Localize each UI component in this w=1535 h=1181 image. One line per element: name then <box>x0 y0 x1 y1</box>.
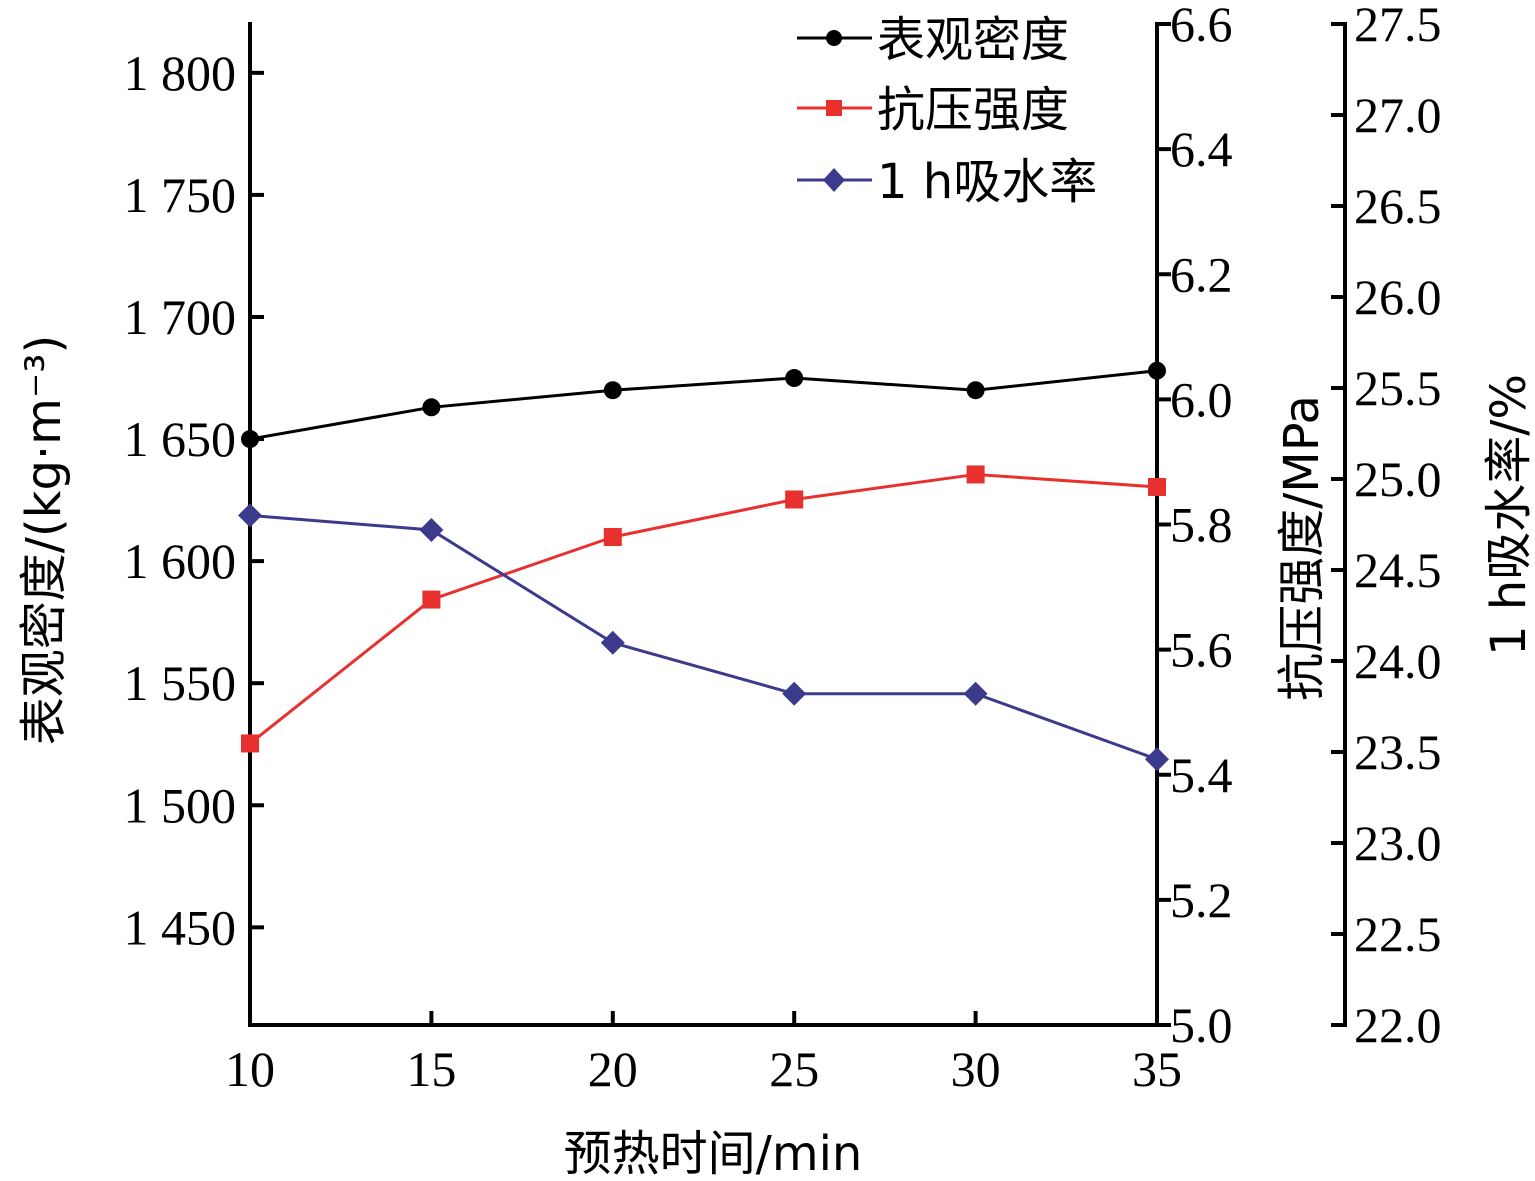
right2-tick-label: 23.5 <box>1354 724 1442 780</box>
legend-label-strength: 抗压强度 <box>877 82 1069 138</box>
legend-label-absorption: 1 h吸水率 <box>877 154 1097 210</box>
series-layer <box>238 361 1169 772</box>
right1-axis-title: 抗压强度/MPa <box>1274 395 1330 701</box>
x-tick-label: 35 <box>1132 1041 1182 1097</box>
right1-tick-label: 5.6 <box>1170 622 1233 678</box>
left-axis-title: 表观密度/(kg·m⁻³) <box>16 335 72 746</box>
legend-marker-absorption <box>823 168 845 192</box>
data-point <box>600 630 625 655</box>
x-tick-label: 30 <box>951 1041 1001 1097</box>
right1-tick-label: 5.0 <box>1170 997 1233 1053</box>
right2-tick-label: 22.0 <box>1354 997 1442 1053</box>
data-point <box>241 430 259 449</box>
x-tick-label: 10 <box>225 1041 275 1097</box>
left-tick-label: 1 800 <box>124 45 237 101</box>
right2-tick-label: 22.5 <box>1354 906 1442 962</box>
data-point <box>603 528 622 547</box>
right2-tick-label: 25.5 <box>1354 360 1442 416</box>
legend-label-density: 表观密度 <box>877 12 1069 68</box>
data-point <box>966 465 985 484</box>
data-point <box>241 734 259 753</box>
left-tick-label: 1 700 <box>124 289 237 345</box>
left-tick-label: 1 750 <box>124 167 237 223</box>
left-tick-label: 1 550 <box>124 655 237 711</box>
data-point <box>966 381 985 400</box>
right1-tick-label: 6.4 <box>1170 121 1233 177</box>
data-point <box>419 517 444 542</box>
legend-item-strength: 抗压强度 <box>797 82 1069 138</box>
right2-tick-label: 26.0 <box>1354 269 1442 325</box>
right2-tick-label: 27.5 <box>1354 0 1442 52</box>
legend: 表观密度 抗压强度 1 h吸水率 <box>797 12 1097 210</box>
data-point <box>422 590 441 609</box>
right2-tick-label: 27.0 <box>1354 87 1442 143</box>
ticks-layer: 10 15 20 25 30 35 1 450 1 500 1 550 1 600 1 650 1 7… <box>124 0 1442 1097</box>
data-point <box>782 681 807 706</box>
x-tick-label: 15 <box>406 1041 456 1097</box>
legend-marker-strength <box>826 100 842 116</box>
left-tick-label: 1 600 <box>124 533 237 589</box>
x-axis-title: 预热时间/min <box>564 1126 863 1181</box>
right1-tick-label: 5.4 <box>1170 747 1233 803</box>
right2-tick-label: 26.5 <box>1354 178 1442 234</box>
x-tick-label: 25 <box>769 1041 819 1097</box>
data-point <box>1145 747 1169 772</box>
data-point <box>785 369 804 388</box>
data-point <box>785 490 804 509</box>
right2-tick-label: 24.0 <box>1354 633 1442 689</box>
data-point <box>1148 361 1166 380</box>
right2-tick-label: 25.0 <box>1354 451 1442 507</box>
series-line-0 <box>249 369 1158 441</box>
left-tick-label: 1 500 <box>124 777 237 833</box>
legend-item-density: 表观密度 <box>797 12 1069 68</box>
right1-tick-label: 5.8 <box>1170 497 1233 553</box>
right1-tick-label: 5.2 <box>1170 872 1233 928</box>
data-point <box>963 681 988 706</box>
right1-tick-label: 6.2 <box>1170 246 1233 302</box>
right2-tick-label: 24.5 <box>1354 542 1442 598</box>
series-line-1 <box>249 472 1158 745</box>
x-tick-label: 20 <box>588 1041 638 1097</box>
series-line-2 <box>249 513 1158 761</box>
left-tick-label: 1 650 <box>124 411 237 467</box>
data-point <box>238 503 262 528</box>
data-point <box>603 381 622 400</box>
right2-tick-label: 23.0 <box>1354 815 1442 871</box>
left-tick-label: 1 450 <box>124 899 237 955</box>
data-point <box>422 398 441 417</box>
right1-tick-label: 6.0 <box>1170 371 1233 427</box>
legend-item-absorption: 1 h吸水率 <box>797 154 1097 210</box>
legend-marker-density <box>826 30 842 46</box>
data-point <box>1148 477 1166 496</box>
right2-axis-title: 1 h吸水率/% <box>1481 374 1535 656</box>
right1-tick-label: 6.6 <box>1170 0 1233 52</box>
